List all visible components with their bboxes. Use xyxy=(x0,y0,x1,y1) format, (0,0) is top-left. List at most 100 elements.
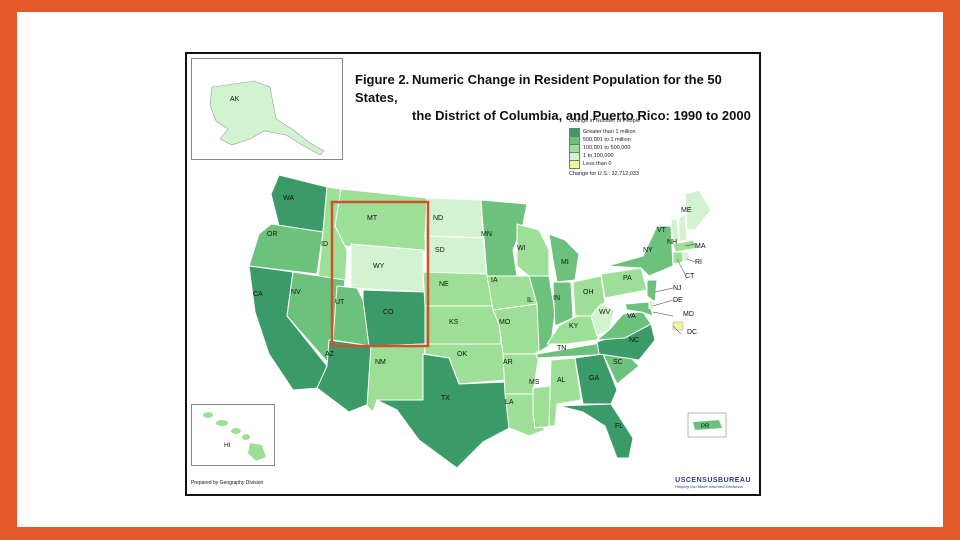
state-label-NC: NC xyxy=(629,337,639,344)
state-label-NM: NM xyxy=(375,359,386,366)
legend-label: 1 to 100,000 xyxy=(583,153,614,159)
state-label-NH: NH xyxy=(667,239,677,246)
legend-total: Change for U.S.: 32,712,033 xyxy=(569,171,640,177)
state-MT xyxy=(334,188,428,253)
state-HI xyxy=(248,443,266,461)
census-tagline: Helping You Make Informed Decisions xyxy=(675,484,743,489)
state-label-OK: OK xyxy=(457,351,467,358)
state-PA xyxy=(600,267,648,299)
state-label-WI: WI xyxy=(517,245,526,252)
state-WV xyxy=(590,303,616,337)
state-label-NY: NY xyxy=(643,247,653,254)
state-label-GA: GA xyxy=(589,375,599,382)
state-RI xyxy=(682,251,690,263)
figure-credit: Prepared by Geography Division xyxy=(191,480,264,486)
state-label-HI: HI xyxy=(224,442,231,449)
state-label-MI: MI xyxy=(561,259,569,266)
state-label-WV: WV xyxy=(599,309,611,316)
state-SD xyxy=(424,235,488,277)
state-label-DE: DE xyxy=(673,297,683,304)
figure-title-line2: the District of Columbia, and Puerto Ric… xyxy=(412,108,751,123)
state-NH xyxy=(678,213,688,243)
highlight-box xyxy=(330,200,430,348)
state-HI-island xyxy=(216,420,228,426)
legend-header: Change in Number of People xyxy=(569,118,640,124)
state-label-SD: SD xyxy=(435,247,445,254)
state-label-ID: ID xyxy=(321,241,328,248)
state-label-CT: CT xyxy=(685,273,695,280)
state-label-MD: MD xyxy=(683,311,694,318)
state-label-MT: MT xyxy=(367,215,378,222)
state-AK xyxy=(209,80,325,156)
state-label-NV: NV xyxy=(291,289,301,296)
puerto-rico-inset: PR xyxy=(687,412,727,438)
legend-label: 100,001 to 500,000 xyxy=(583,145,631,151)
state-MI xyxy=(548,233,580,283)
hawaii-inset: HI xyxy=(191,404,275,466)
state-label-MN: MN xyxy=(481,231,492,238)
state-WY xyxy=(350,243,424,293)
state-OR xyxy=(248,223,324,275)
state-label-ME: ME xyxy=(681,207,692,214)
census-figure: Figure 2. Numeric Change in Resident Popu… xyxy=(185,52,761,496)
state-label-KY: KY xyxy=(569,323,579,330)
state-label-LA: LA xyxy=(505,399,514,406)
state-label-DC: DC xyxy=(687,329,697,336)
state-FL xyxy=(558,403,634,459)
figure-title: Figure 2. Numeric Change in Resident Popu… xyxy=(355,71,759,125)
state-labels: WA OR CA ID NV AZ MT WY UT CO NM ND SD N… xyxy=(253,195,706,430)
state-ME xyxy=(684,189,712,231)
state-CT xyxy=(672,251,684,265)
map-legend: Change in Number of People Greater than … xyxy=(569,118,679,177)
state-label-IA: IA xyxy=(491,277,498,284)
state-label-VT: VT xyxy=(657,227,667,234)
state-label-WY: WY xyxy=(373,263,385,270)
state-label-AR: AR xyxy=(503,359,513,366)
state-label-MA: MA xyxy=(695,243,706,250)
state-label-TX: TX xyxy=(441,395,450,402)
state-HI-island xyxy=(242,434,250,440)
state-NY xyxy=(606,225,674,277)
legend-swatch xyxy=(569,159,580,169)
state-label-OH: OH xyxy=(583,289,594,296)
state-MS xyxy=(532,385,554,429)
state-label-AZ: AZ xyxy=(325,351,335,358)
state-HI-island xyxy=(231,428,241,434)
state-TX xyxy=(376,353,514,469)
state-label-PR: PR xyxy=(701,424,710,430)
legend-item: Less than 0 xyxy=(569,159,679,169)
us-map: WA OR CA ID NV AZ MT WY UT CO NM ND SD N… xyxy=(248,174,712,469)
state-label-CO: CO xyxy=(383,309,394,316)
state-CO xyxy=(362,289,426,347)
state-MD xyxy=(624,301,654,317)
state-HI-island xyxy=(203,412,213,418)
state-DE xyxy=(648,299,656,311)
state-GA xyxy=(574,353,618,405)
census-logo: USCENSUSBUREAU Helping You Make Informed… xyxy=(675,477,751,489)
state-label-KS: KS xyxy=(449,319,459,326)
state-label-PA: PA xyxy=(623,275,632,282)
state-WA xyxy=(270,174,328,233)
state-label-CA: CA xyxy=(253,291,263,298)
state-label-FL: FL xyxy=(615,423,623,430)
state-label-VA: VA xyxy=(627,313,636,320)
state-label-AK: AK xyxy=(230,96,240,103)
state-label-SC: SC xyxy=(613,359,623,366)
figure-title-line1: Numeric Change in Resident Population fo… xyxy=(355,72,722,105)
state-PR xyxy=(693,420,722,430)
state-label-IL: IL xyxy=(527,297,533,304)
hawaii-map: HI xyxy=(203,412,266,461)
state-label-TN: TN xyxy=(557,345,566,352)
state-label-NJ: NJ xyxy=(673,285,682,292)
state-label-MS: MS xyxy=(529,379,540,386)
alaska-map: AK xyxy=(209,80,325,156)
legend-label: Less than 0 xyxy=(583,161,612,167)
state-label-AL: AL xyxy=(557,377,566,384)
state-KS xyxy=(424,305,502,345)
alaska-inset: AK xyxy=(191,58,343,160)
state-label-IN: IN xyxy=(553,295,560,302)
state-NJ xyxy=(646,279,658,303)
state-label-OR: OR xyxy=(267,231,278,238)
state-label-NE: NE xyxy=(439,281,449,288)
state-label-RI: RI xyxy=(695,259,702,266)
